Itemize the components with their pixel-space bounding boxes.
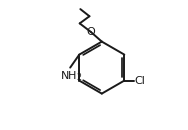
Text: O: O — [86, 27, 95, 37]
Text: NH$_2$: NH$_2$ — [60, 69, 83, 83]
Text: Cl: Cl — [135, 76, 146, 86]
